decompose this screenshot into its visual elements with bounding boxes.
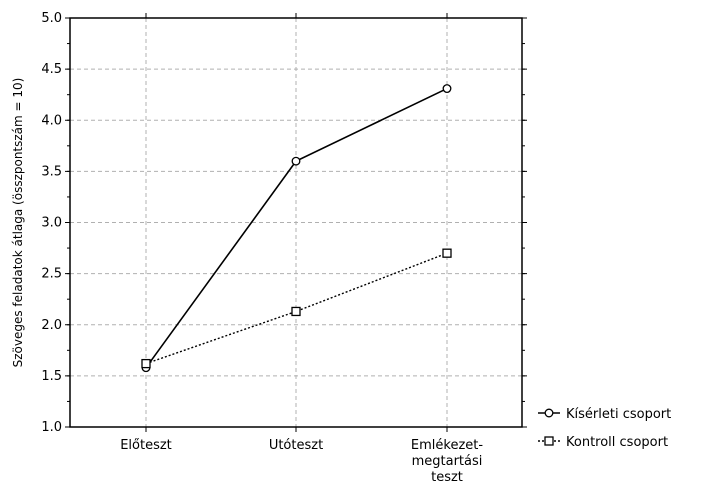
y-tick-label: 3.0: [41, 216, 62, 231]
y-tick-label: 4.5: [41, 62, 62, 77]
y-tick-label: 5.0: [41, 11, 62, 26]
y-tick-label: 3.5: [41, 164, 62, 179]
data-point-circle: [442, 84, 452, 94]
legend-label: Kísérleti csoport: [566, 407, 671, 422]
data-point-square: [291, 306, 301, 317]
y-axis: 1.0 1.5 2.0 2.5 3.0 3.5 4.0 4.5 5.0: [41, 11, 527, 435]
x-tick-label: Előteszt: [120, 438, 172, 453]
y-tick-label: 4.0: [41, 113, 62, 128]
y-tick-label: 1.5: [41, 369, 62, 384]
series-line: [145, 252, 448, 365]
legend-item: Kontroll csoport: [538, 435, 668, 450]
series-layer: [141, 84, 452, 373]
data-point-square: [141, 358, 151, 369]
series-kontroll: [141, 248, 452, 369]
x-tick-label: Emlékezet-megtartási teszt: [411, 438, 483, 485]
legend: Kísérleti csoport Kontroll csoport: [538, 407, 671, 450]
data-point-square: [442, 248, 452, 258]
legend-marker-circle: [544, 408, 554, 418]
grid-lines: [70, 17, 522, 428]
y-tick-label: 2.0: [41, 318, 62, 333]
legend-item: Kísérleti csoport: [538, 407, 671, 422]
y-tick-label: 1.0: [41, 420, 62, 435]
data-point-circle: [291, 156, 301, 166]
series-kiserleti: [141, 84, 452, 373]
legend-label: Kontroll csoport: [566, 435, 668, 450]
x-tick-label: Utóteszt: [269, 438, 323, 453]
y-tick-label: 2.5: [41, 267, 62, 282]
legend-marker-square: [544, 436, 554, 446]
x-axis: Előteszt Utóteszt Emlékezet-megtartási tesz…: [120, 13, 483, 485]
y-axis-label: Szöveges feladatok átlaga (összpontszám …: [11, 78, 25, 368]
